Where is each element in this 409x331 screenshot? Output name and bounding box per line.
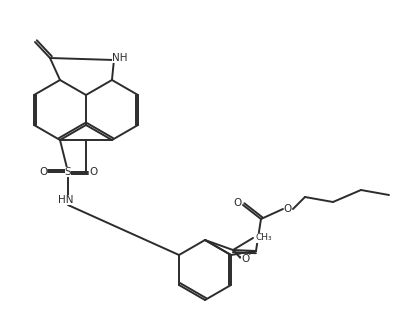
Text: O: O <box>39 167 47 177</box>
Text: CH₃: CH₃ <box>255 233 272 243</box>
Text: O: O <box>284 204 292 214</box>
Text: HN: HN <box>58 195 74 205</box>
Text: O: O <box>89 167 97 177</box>
Text: O: O <box>241 255 249 264</box>
Text: O: O <box>234 198 242 208</box>
Text: NH: NH <box>112 53 128 63</box>
Text: S: S <box>65 167 71 177</box>
